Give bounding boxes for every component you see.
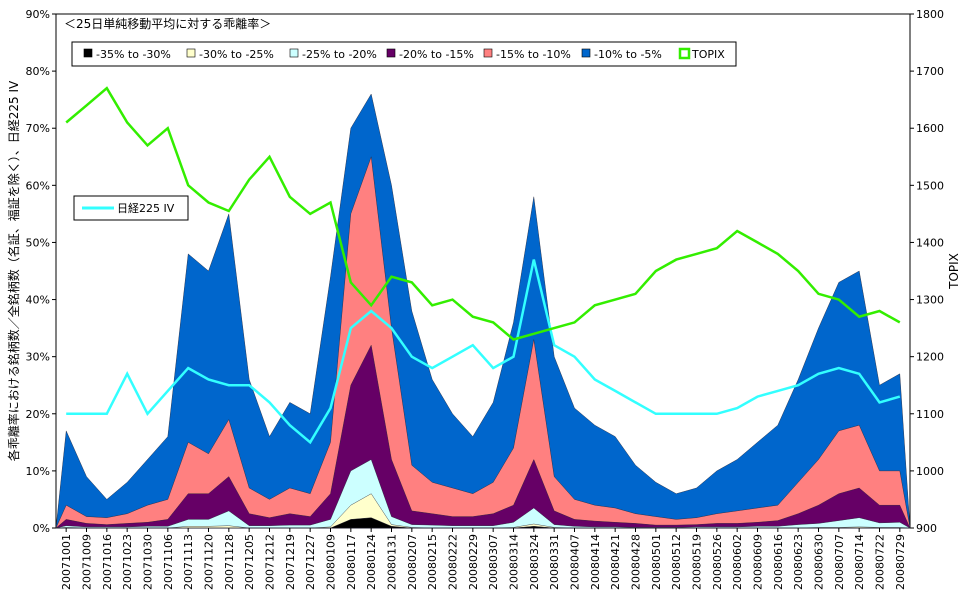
left-tick-label: 70% bbox=[26, 122, 50, 135]
left-tick-label: 30% bbox=[26, 351, 50, 364]
legend-label: -20% to -15% bbox=[399, 48, 474, 61]
x-tick-label: 20080729 bbox=[894, 534, 907, 590]
x-tick-label: 20080428 bbox=[630, 534, 643, 590]
x-tick-label: 20080314 bbox=[508, 534, 521, 590]
legend-box bbox=[71, 41, 737, 67]
area-band-15-to-10 bbox=[55, 156, 911, 529]
x-tick-label: 20071205 bbox=[243, 534, 256, 590]
x-tick-label: 20080324 bbox=[528, 534, 541, 590]
x-tick-label: 20080421 bbox=[609, 534, 622, 590]
legend-label: -10% to -5% bbox=[594, 48, 662, 61]
right-tick-label: 1600 bbox=[916, 122, 944, 135]
x-tick-label: 20080307 bbox=[487, 534, 500, 590]
x-tick-label: 20080407 bbox=[569, 534, 582, 590]
x-tick-label: 20080109 bbox=[325, 534, 338, 590]
x-tick-label: 20080707 bbox=[833, 534, 846, 590]
left-tick-label: 20% bbox=[26, 408, 50, 421]
legend: -35% to -30% -30% to -25% -25% to -20% -20%… bbox=[71, 41, 737, 67]
right-tick-label: 1400 bbox=[916, 236, 944, 249]
legend-swatch bbox=[581, 48, 591, 58]
left-tick-label: 80% bbox=[26, 65, 50, 78]
x-tick-label: 20080714 bbox=[853, 534, 866, 590]
x-tick-label: 20071120 bbox=[203, 534, 216, 590]
x-tick-label: 20071106 bbox=[162, 534, 175, 590]
left-tick-label: 10% bbox=[26, 465, 50, 478]
x-tick-label: 20080414 bbox=[589, 534, 602, 590]
legend-label: -30% to -25% bbox=[199, 48, 274, 61]
legend-label: -35% to -30% bbox=[96, 48, 171, 61]
right-tick-label: 1100 bbox=[916, 408, 944, 421]
x-tick-label: 20071219 bbox=[284, 534, 297, 590]
x-tick-label: 20080602 bbox=[731, 534, 744, 590]
x-tick-label: 20080124 bbox=[365, 534, 378, 590]
area-band-20-to-15 bbox=[55, 344, 911, 529]
right-axis-label: TOPIX bbox=[947, 253, 961, 290]
legend-swatch-topix bbox=[678, 47, 691, 60]
legend-label: -15% to -10% bbox=[496, 48, 571, 61]
legend-swatch bbox=[386, 48, 396, 58]
legend-swatch bbox=[186, 48, 196, 58]
area-band-25-to-20 bbox=[55, 459, 911, 529]
x-tick-label: 20080222 bbox=[447, 534, 460, 590]
legend-swatch bbox=[483, 48, 493, 58]
left-tick-label: 40% bbox=[26, 294, 50, 307]
nikkei-iv-line bbox=[66, 259, 901, 445]
left-tick-label: 60% bbox=[26, 179, 50, 192]
right-tick-label: 1700 bbox=[916, 65, 944, 78]
x-tick-label: 20080519 bbox=[691, 534, 704, 590]
right-tick-label: 1200 bbox=[916, 351, 944, 364]
x-tick-label: 20071023 bbox=[121, 534, 134, 590]
x-tick-label: 20080131 bbox=[386, 534, 399, 590]
x-tick-label: 20080526 bbox=[711, 534, 724, 590]
topix-line bbox=[65, 86, 901, 341]
legend-swatch bbox=[83, 48, 93, 58]
left-tick-label: 0% bbox=[33, 522, 50, 535]
x-tick-label: 20080331 bbox=[548, 534, 561, 590]
iv-legend-label: 日経225 IV bbox=[117, 202, 175, 215]
x-tick-label: 20080207 bbox=[406, 534, 419, 590]
right-tick-label: 1800 bbox=[916, 8, 944, 21]
x-tick-label: 20080512 bbox=[670, 534, 683, 590]
right-tick-label: 900 bbox=[916, 522, 937, 535]
right-tick-label: 1300 bbox=[916, 294, 944, 307]
x-tick-label: 20071113 bbox=[182, 534, 195, 590]
x-tick-label: 20080623 bbox=[792, 534, 805, 590]
x-tick-label: 20080630 bbox=[813, 534, 826, 590]
x-tick-label: 20080117 bbox=[345, 534, 358, 590]
x-tick-label: 20080501 bbox=[650, 534, 663, 590]
x-tick-label: 20071001 bbox=[60, 534, 73, 590]
x-tick-label: 20071016 bbox=[101, 534, 114, 590]
left-tick-label: 90% bbox=[26, 8, 50, 21]
iv-legend: 日経225 IV bbox=[73, 195, 189, 221]
x-tick-label: 20080609 bbox=[752, 534, 765, 590]
x-tick-label: 20080722 bbox=[874, 534, 887, 590]
x-tick-label: 20071030 bbox=[142, 534, 155, 590]
left-tick-label: 50% bbox=[26, 236, 50, 249]
legend-swatch bbox=[289, 48, 299, 58]
x-tick-label: 20080616 bbox=[772, 534, 785, 590]
x-tick-label: 20071128 bbox=[223, 534, 236, 590]
x-tick-label: 20080229 bbox=[467, 534, 480, 590]
x-tick-label: 20080215 bbox=[426, 534, 439, 590]
legend-label: TOPIX bbox=[691, 48, 725, 61]
legend-label: -25% to -20% bbox=[302, 48, 377, 61]
x-tick-label: 20071227 bbox=[304, 534, 317, 590]
x-tick-label: 20071212 bbox=[264, 534, 277, 590]
x-tick-label: 20071009 bbox=[81, 534, 94, 590]
right-tick-label: 1500 bbox=[916, 179, 944, 192]
chart-title: ＜25日単純移動平均に対する乖離率＞ bbox=[64, 16, 271, 31]
right-tick-label: 1000 bbox=[916, 465, 944, 478]
left-axis-label: 各乖離率における銘柄数／全銘柄数（名証、福証を除く）、日経225 IV bbox=[6, 80, 21, 461]
